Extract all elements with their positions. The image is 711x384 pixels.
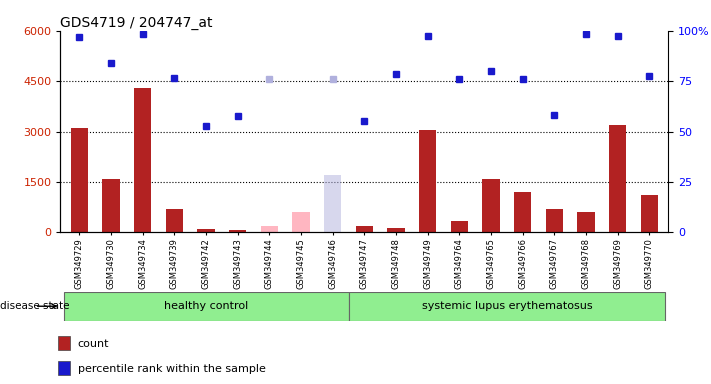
- Bar: [356, 226, 373, 232]
- Bar: [261, 226, 278, 232]
- Text: GDS4719 / 204747_at: GDS4719 / 204747_at: [60, 16, 213, 30]
- Bar: [451, 220, 468, 232]
- Bar: [609, 125, 626, 232]
- Bar: [514, 192, 531, 232]
- Bar: [102, 179, 119, 232]
- Bar: [348, 292, 665, 321]
- Bar: [292, 212, 310, 232]
- Bar: [387, 228, 405, 232]
- Bar: [545, 209, 563, 232]
- Bar: [482, 179, 500, 232]
- Bar: [166, 209, 183, 232]
- Bar: [63, 292, 348, 321]
- Text: disease state: disease state: [0, 301, 70, 311]
- Bar: [58, 336, 70, 350]
- Bar: [641, 195, 658, 232]
- Bar: [577, 212, 594, 232]
- Bar: [70, 128, 88, 232]
- Text: count: count: [77, 339, 109, 349]
- Text: percentile rank within the sample: percentile rank within the sample: [77, 364, 266, 374]
- Text: healthy control: healthy control: [164, 301, 248, 311]
- Bar: [324, 175, 341, 232]
- Bar: [198, 229, 215, 232]
- Bar: [134, 88, 151, 232]
- Bar: [229, 230, 247, 232]
- Bar: [419, 130, 437, 232]
- Text: systemic lupus erythematosus: systemic lupus erythematosus: [422, 301, 592, 311]
- Bar: [58, 361, 70, 376]
